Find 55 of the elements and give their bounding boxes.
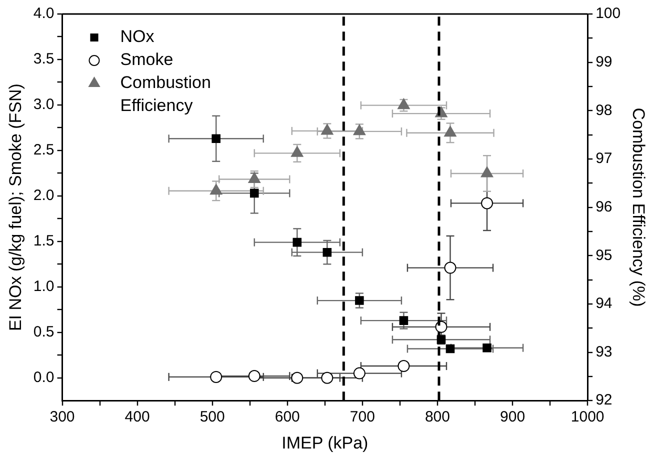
y-tick-label: 2.5 <box>33 142 54 159</box>
point <box>399 316 408 325</box>
x-tick-label: 300 <box>50 408 75 426</box>
point <box>210 370 222 383</box>
legend-label: NOx <box>120 27 155 46</box>
x-tick-label: 400 <box>124 408 150 426</box>
y2-tick-label: 96 <box>596 198 612 216</box>
point <box>398 98 410 110</box>
point <box>248 370 260 382</box>
point <box>248 172 260 184</box>
point <box>321 124 334 135</box>
y-axis-title: EI NOx (g/kg fuel); Smoke (FSN) <box>6 84 25 332</box>
y2-tick-label: 100 <box>596 5 621 22</box>
point <box>291 146 304 157</box>
point <box>444 126 456 137</box>
y-tick-label: 1.5 <box>33 232 54 250</box>
legend-label: Combustion Efficiency <box>120 73 211 116</box>
point <box>353 367 366 380</box>
point <box>480 166 494 178</box>
x-tick-label: 900 <box>500 408 526 426</box>
y2-tick-label: 99 <box>596 53 612 70</box>
point <box>353 124 366 136</box>
point <box>321 372 334 384</box>
y-tick-label: 4.0 <box>33 5 54 22</box>
y2-tick-label: 92 <box>596 392 612 409</box>
y-tick-label: 3.0 <box>33 96 54 114</box>
y2-tick-label: 98 <box>596 102 612 119</box>
y2-tick-label: 94 <box>596 295 612 312</box>
x-tick-label: 800 <box>424 408 450 426</box>
point <box>355 296 364 305</box>
point <box>446 344 455 354</box>
y-tick-label: 0.0 <box>33 369 54 386</box>
x-tick-label: 700 <box>350 408 375 426</box>
point <box>292 238 302 247</box>
point <box>398 360 410 372</box>
x-tick-label: 500 <box>200 408 225 426</box>
legend-label: Smoke <box>120 50 174 70</box>
point <box>322 248 332 257</box>
y2-tick-label: 97 <box>596 150 612 168</box>
x-axis-title: IMEP (kPa) <box>282 433 368 452</box>
y2-tick-label: 95 <box>596 246 612 264</box>
point <box>481 197 494 210</box>
y2-tick-label: 93 <box>596 343 612 360</box>
x-tick-label: 1000 <box>570 408 604 426</box>
y-tick-label: 1.0 <box>33 278 54 296</box>
point <box>250 188 259 198</box>
y2-axis-title: Combustion Efficiency (%) <box>629 108 648 307</box>
point <box>212 134 220 144</box>
point <box>210 184 222 195</box>
y-tick-label: 0.5 <box>33 324 54 341</box>
point <box>444 262 456 274</box>
y-tick-label: 3.5 <box>33 50 54 68</box>
y-tick-label: 2.0 <box>33 187 54 204</box>
x-tick-label: 600 <box>274 408 300 426</box>
point <box>482 343 492 352</box>
